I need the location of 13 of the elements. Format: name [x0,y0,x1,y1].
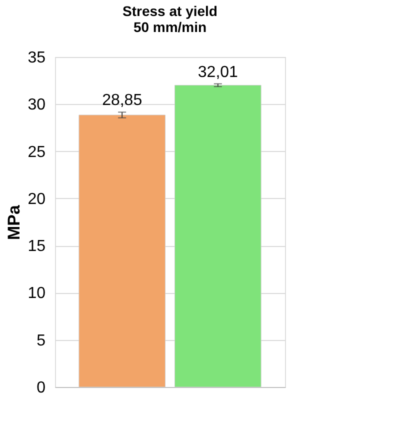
chart-title: Stress at yield [122,3,218,19]
data-label: 32,01 [198,64,238,81]
y-tick-label: 20 [28,190,46,208]
y-tick-label: 5 [36,332,46,350]
chart-subtitle: 50 mm/min [133,19,207,35]
y-tick-label: 25 [28,144,46,161]
y-tick-label: 0 [36,380,46,396]
y-tick-label: 10 [28,285,46,302]
y-axis-title: MPa [4,204,24,240]
y-tick-label: 15 [28,238,46,256]
y-tick-label: 30 [28,96,46,114]
data-label: 28,85 [102,92,142,110]
y-tick-label: 35 [28,50,46,66]
